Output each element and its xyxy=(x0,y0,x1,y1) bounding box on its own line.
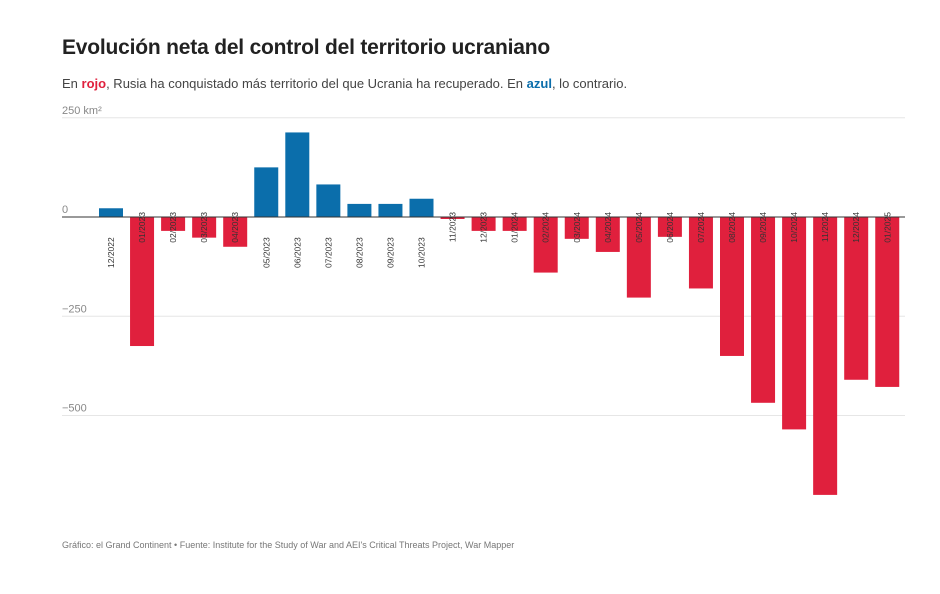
bar xyxy=(626,217,651,298)
bar xyxy=(440,217,465,219)
bar xyxy=(130,217,155,347)
x-tick-label: 07/2024 xyxy=(696,212,706,243)
bar xyxy=(254,167,279,217)
y-tick-label: 0 xyxy=(62,204,68,216)
bar xyxy=(533,217,558,273)
x-tick-label: 07/2023 xyxy=(323,237,333,268)
x-tick-label: 05/2024 xyxy=(634,212,644,243)
bar xyxy=(595,217,620,252)
chart-subtitle: En rojo, Rusia ha conquistado más territ… xyxy=(62,76,627,91)
subtitle-blue-word: azul xyxy=(526,76,552,91)
subtitle-part3: , lo contrario. xyxy=(551,76,628,91)
x-tick-label: 12/2024 xyxy=(851,212,861,243)
y-tick-label: −500 xyxy=(62,403,87,415)
bar xyxy=(564,217,589,239)
y-tick-label: 250 km² xyxy=(62,105,102,117)
x-tick-label: 01/2023 xyxy=(137,212,147,243)
x-tick-label: 12/2022 xyxy=(106,237,116,268)
x-tick-label: 03/2023 xyxy=(199,212,209,243)
bar xyxy=(223,217,248,247)
bar xyxy=(502,217,527,231)
x-tick-label: 11/2024 xyxy=(820,212,830,242)
x-tick-label: 09/2024 xyxy=(758,212,768,243)
x-tick-label: 01/2024 xyxy=(510,212,520,243)
bar xyxy=(720,217,744,356)
x-tick-label: 01/2025 xyxy=(882,212,892,243)
bar xyxy=(844,217,869,380)
bar xyxy=(285,132,310,217)
x-tick-label: 06/2024 xyxy=(665,212,675,243)
subtitle-red-word: rojo xyxy=(81,76,107,91)
bar xyxy=(316,184,341,217)
bar xyxy=(782,217,807,430)
subtitle-part1: En xyxy=(62,76,82,91)
chart-source: Gráfico: el Grand Continent • Fuente: In… xyxy=(62,540,515,550)
bar xyxy=(347,203,372,217)
grid-lines xyxy=(62,117,905,416)
bar xyxy=(192,217,217,238)
x-tick-label: 10/2024 xyxy=(789,212,799,243)
bar xyxy=(99,208,123,217)
bar xyxy=(409,198,434,217)
subtitle-part2: , Rusia ha conquistado más territorio de… xyxy=(106,76,527,91)
x-tick-label: 06/2023 xyxy=(292,237,302,268)
bar xyxy=(161,217,186,231)
bars xyxy=(99,132,900,495)
bar xyxy=(751,217,776,403)
x-tick-label: 02/2024 xyxy=(541,212,551,243)
x-tick-label: 02/2023 xyxy=(168,212,178,243)
bar xyxy=(813,217,838,495)
bar xyxy=(657,217,682,237)
bar xyxy=(688,217,713,289)
bar xyxy=(378,203,403,217)
x-tick-label: 10/2023 xyxy=(417,237,427,268)
x-tick-label: 05/2023 xyxy=(261,237,271,268)
x-tick-label: 09/2023 xyxy=(385,237,395,268)
x-tick-label: 12/2023 xyxy=(479,212,489,243)
axes: 250 km² 0 −250 −500 xyxy=(62,105,905,415)
x-tick-label: 04/2023 xyxy=(230,212,240,243)
bar xyxy=(471,217,496,231)
x-tick-label: 08/2024 xyxy=(727,212,737,243)
x-tick-label: 11/2023 xyxy=(448,212,458,242)
bar xyxy=(875,217,900,387)
y-tick-label: −250 xyxy=(62,303,87,315)
category-labels: 12/2022 01/2023 02/2023 03/2023 04/2023 05/20… xyxy=(106,212,892,268)
x-tick-label: 04/2024 xyxy=(603,212,613,243)
x-tick-label: 08/2023 xyxy=(354,237,364,268)
x-tick-label: 03/2024 xyxy=(572,212,582,243)
chart-title: Evolución neta del control del territori… xyxy=(62,36,551,59)
